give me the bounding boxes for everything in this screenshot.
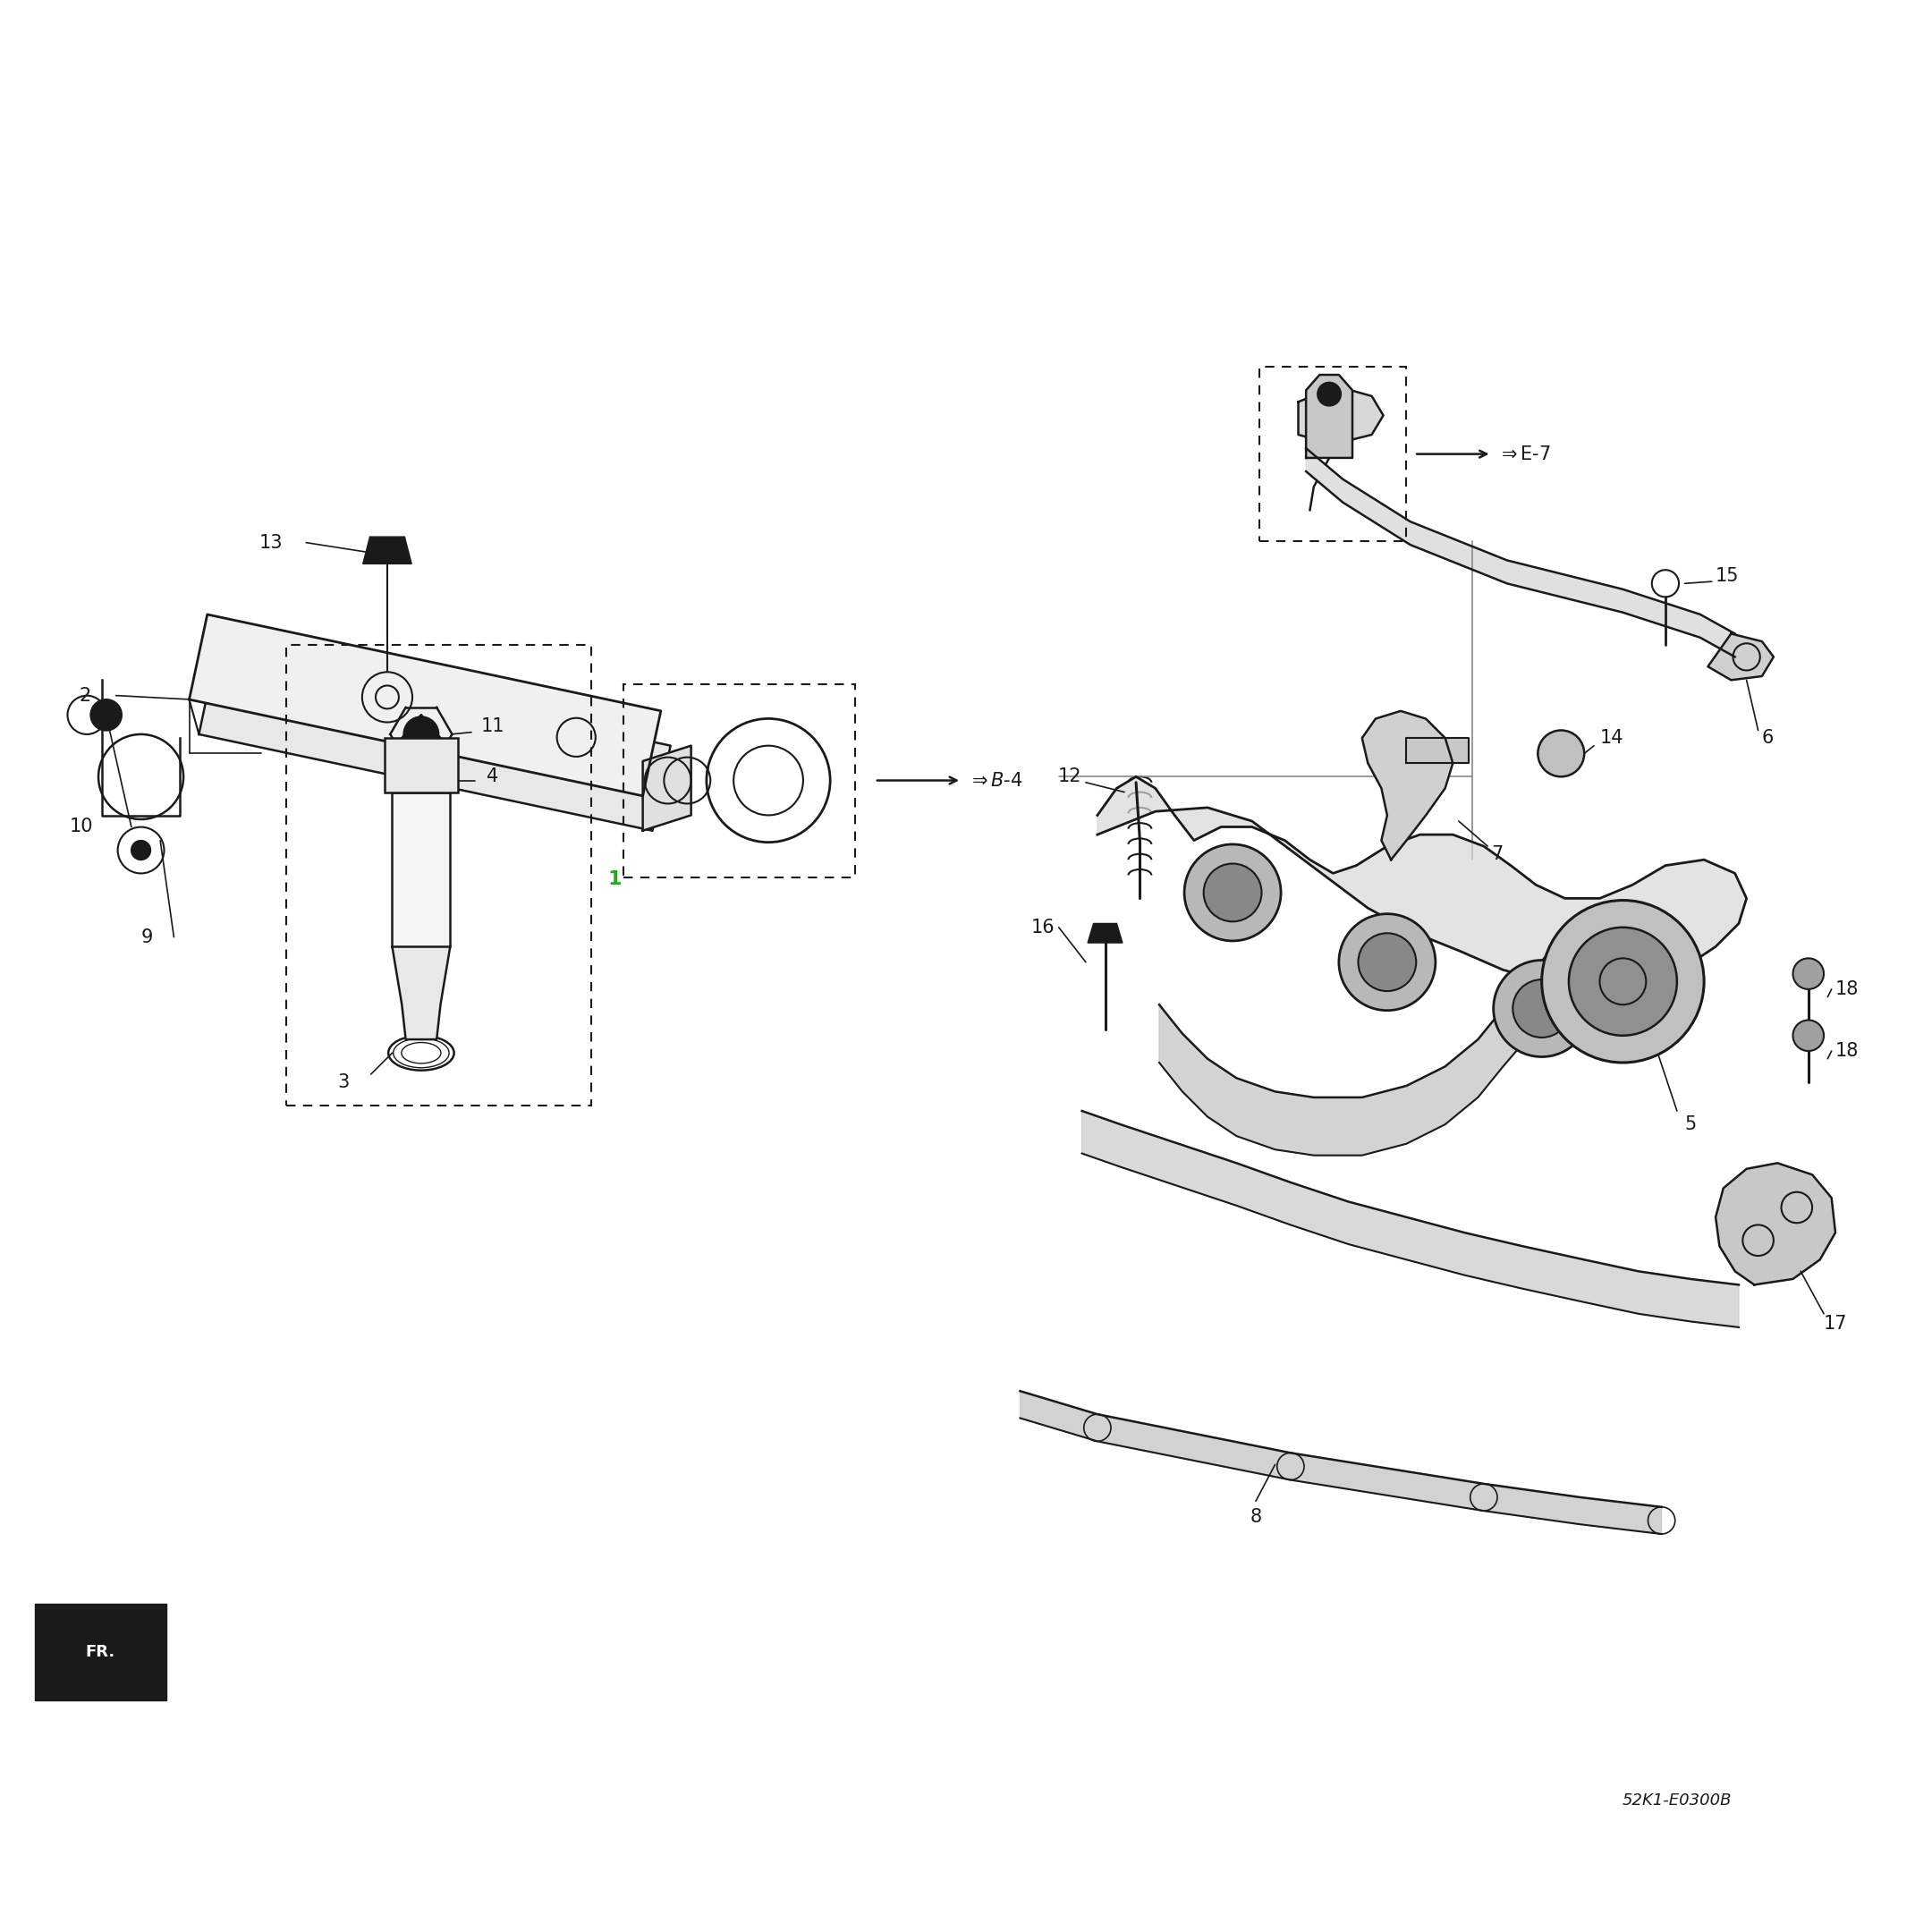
Circle shape [131, 840, 151, 860]
Bar [35, 1604, 166, 1700]
Polygon shape [189, 614, 661, 796]
Polygon shape [1306, 375, 1352, 458]
Bar [1260, 367, 1406, 541]
Polygon shape [1708, 634, 1774, 680]
Circle shape [1493, 960, 1590, 1057]
Polygon shape [1088, 923, 1122, 943]
Circle shape [91, 699, 122, 730]
Circle shape [1793, 1020, 1824, 1051]
Polygon shape [1406, 738, 1468, 763]
Polygon shape [1020, 1391, 1662, 1534]
Polygon shape [1159, 937, 1569, 1155]
Text: 52K1-E0300B: 52K1-E0300B [1623, 1793, 1731, 1808]
Polygon shape [199, 649, 670, 831]
Circle shape [1538, 730, 1584, 777]
Text: 12: 12 [1059, 767, 1082, 786]
Circle shape [1569, 927, 1677, 1036]
Text: 18: 18 [1835, 980, 1859, 999]
Polygon shape [1716, 1163, 1835, 1285]
Bar [392, 792, 450, 947]
Text: 7: 7 [1492, 844, 1503, 864]
Polygon shape [1097, 777, 1747, 989]
Text: 13: 13 [259, 533, 284, 551]
Circle shape [1204, 864, 1262, 922]
Circle shape [1542, 900, 1704, 1063]
Polygon shape [402, 715, 440, 738]
Text: 9: 9 [141, 927, 153, 947]
Polygon shape [1362, 711, 1453, 860]
Text: 17: 17 [1824, 1314, 1847, 1333]
Polygon shape [1306, 448, 1735, 657]
Text: 18: 18 [1835, 1041, 1859, 1061]
Polygon shape [363, 537, 412, 564]
Text: 15: 15 [1716, 566, 1739, 585]
Circle shape [1318, 383, 1341, 406]
Circle shape [1184, 844, 1281, 941]
Text: FR.: FR. [85, 1644, 116, 1660]
Polygon shape [1082, 1111, 1739, 1327]
Polygon shape [643, 746, 692, 831]
Text: 16: 16 [1032, 918, 1055, 937]
Bar [624, 684, 856, 877]
Circle shape [1793, 958, 1824, 989]
Circle shape [1339, 914, 1435, 1010]
Bar [286, 645, 591, 1105]
Text: 1: 1 [607, 869, 622, 889]
Text: $\Rightarrow$$\it{B}$-4: $\Rightarrow$$\it{B}$-4 [968, 771, 1022, 790]
Circle shape [1358, 933, 1416, 991]
Polygon shape [1298, 386, 1383, 444]
Text: 14: 14 [1600, 728, 1623, 748]
Text: 6: 6 [1762, 728, 1774, 748]
Circle shape [1513, 980, 1571, 1037]
Text: 11: 11 [481, 717, 504, 736]
Text: 3: 3 [338, 1072, 350, 1092]
Text: 5: 5 [1685, 1115, 1696, 1134]
Polygon shape [392, 947, 450, 1039]
Text: 10: 10 [70, 817, 93, 837]
Circle shape [404, 717, 439, 752]
Text: 8: 8 [1250, 1507, 1262, 1526]
Text: 2: 2 [79, 686, 91, 705]
Text: 4: 4 [487, 767, 498, 786]
Text: $\Rightarrow$E-7: $\Rightarrow$E-7 [1497, 444, 1551, 464]
Bar [384, 738, 458, 792]
